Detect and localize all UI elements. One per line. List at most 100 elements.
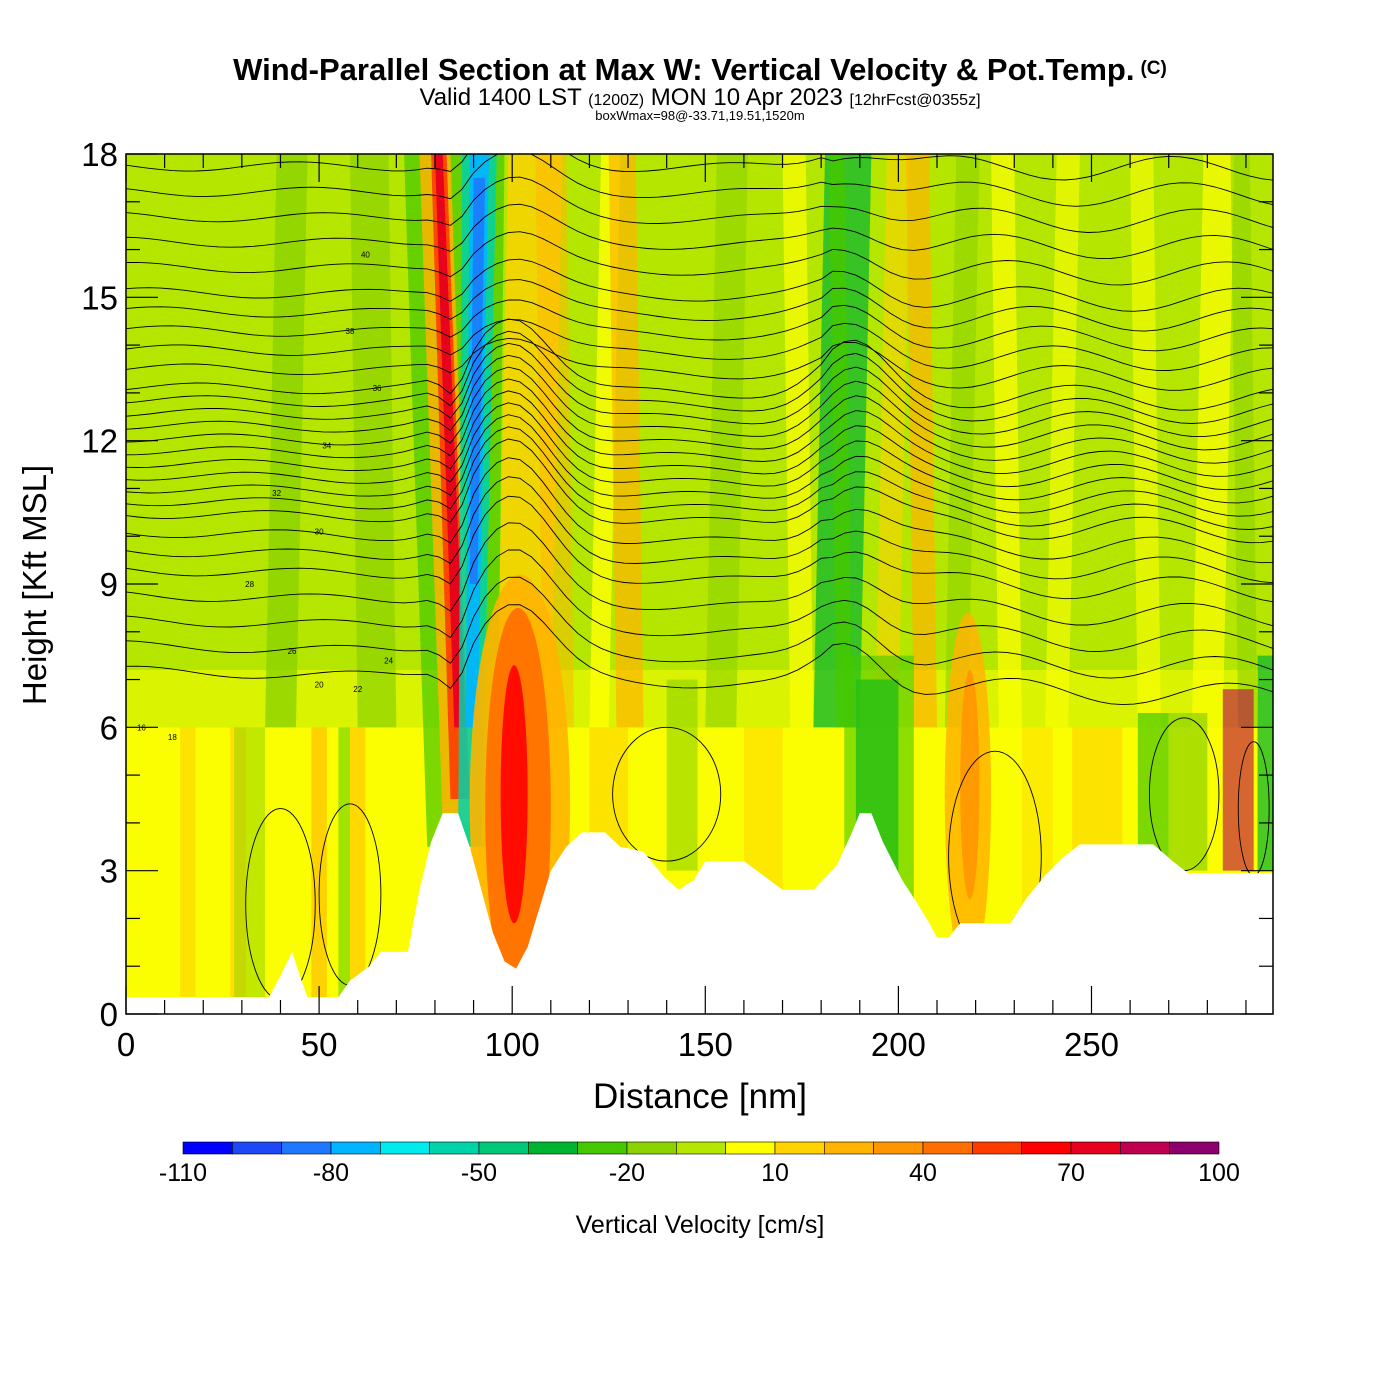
x-tick-label: 200 xyxy=(871,1026,926,1063)
theta-contour xyxy=(126,354,1273,451)
lower-stripe xyxy=(180,727,196,1014)
contour-label: 26 xyxy=(288,647,297,656)
green-mid xyxy=(666,679,698,871)
colorbar-segment xyxy=(528,1141,578,1155)
contour-label: 36 xyxy=(373,384,382,393)
colorbar-tick-label: -110 xyxy=(159,1159,207,1187)
colorbar-segment xyxy=(577,1141,628,1155)
upper-stripe xyxy=(705,154,748,728)
colorbar-segment xyxy=(232,1141,282,1155)
lower-stripe xyxy=(338,727,350,1014)
theta-contour xyxy=(126,495,1273,603)
contour-label: 38 xyxy=(346,327,355,336)
upper-stripe xyxy=(906,154,938,728)
x-axis: 0 50 100 150 200 250 xyxy=(117,154,1247,1063)
colorbar-segment xyxy=(281,1141,332,1155)
colorbar-label: Vertical Velocity [cm/s] xyxy=(576,1211,825,1239)
colorbar-segment xyxy=(1120,1141,1170,1155)
theta-contour xyxy=(126,426,1273,530)
contour-label: 20 xyxy=(315,680,324,689)
contour-label: 30 xyxy=(315,527,324,536)
contour-label: 24 xyxy=(384,656,393,665)
colorbar-tick-label: 70 xyxy=(1057,1159,1085,1187)
colorbar-segment xyxy=(824,1141,874,1155)
valid-time: Valid 1400 LST xyxy=(419,84,582,111)
theta-contour xyxy=(126,522,1273,627)
colorbar-segment xyxy=(330,1141,381,1155)
right-green xyxy=(1137,713,1169,871)
colorbar: -110 -80 -50 -20 10 40 70 100 xyxy=(159,1141,1240,1187)
y-axis-label: Height [Kft MSL] xyxy=(16,465,53,705)
upper-stripe xyxy=(1191,154,1235,728)
lower-stripe xyxy=(234,727,266,1014)
y-tick-label: 0 xyxy=(100,996,118,1033)
upper-stripe xyxy=(991,154,1022,728)
x-tick-label: 50 xyxy=(301,1026,338,1063)
colorbar-tick-label: -20 xyxy=(609,1159,645,1187)
theta-contour xyxy=(126,576,1273,679)
x-axis-label: Distance [nm] xyxy=(593,1077,807,1116)
valid-date: MON 10 Apr 2023 xyxy=(650,84,843,111)
colorbar-segment xyxy=(676,1141,726,1155)
chart-title-text: Wind-Parallel Section at Max W: Vertical… xyxy=(233,52,1135,87)
terrain-mask xyxy=(126,813,1273,1014)
colorbar-segment xyxy=(380,1141,430,1155)
right-magenta xyxy=(1222,689,1254,871)
colorbar-tick-label: -50 xyxy=(461,1159,497,1187)
theta-contour xyxy=(126,231,1273,286)
theta-contour xyxy=(126,414,1273,517)
theta-contour xyxy=(126,337,1273,391)
theta-contour xyxy=(126,330,1273,424)
theta-contour xyxy=(126,318,1273,411)
theta-contour xyxy=(126,390,1273,491)
contour-label: 28 xyxy=(245,580,254,589)
y-tick-label: 15 xyxy=(81,279,118,316)
right-green-2 xyxy=(1168,713,1208,871)
colorbar-tick-label: 100 xyxy=(1198,1159,1240,1187)
copyright-mark: (C) xyxy=(1140,58,1167,79)
transition-band xyxy=(126,670,1273,728)
theta-contour xyxy=(126,366,1273,464)
colorbar-segment xyxy=(725,1141,776,1155)
upper-stripe xyxy=(875,154,910,728)
y-tick-label: 18 xyxy=(81,136,118,173)
upper-stripe xyxy=(349,154,397,728)
secondary-updraft-core xyxy=(960,670,980,900)
contour-label: 40 xyxy=(361,250,370,259)
x-tick-label: 0 xyxy=(117,1026,135,1063)
lower-stripe xyxy=(349,727,366,1014)
theta-contour xyxy=(126,203,1273,260)
contour-label: 32 xyxy=(272,489,281,498)
contour-label: 22 xyxy=(353,685,362,694)
upper-stripe xyxy=(1130,154,1162,728)
theta-contour xyxy=(126,457,1273,564)
low-level-contour xyxy=(612,726,722,862)
theta-contour xyxy=(126,154,1273,181)
theta-contour xyxy=(126,258,1273,312)
colorbar-tick-label: 10 xyxy=(761,1159,789,1187)
y-tick-label: 6 xyxy=(100,709,118,746)
contour-label: 34 xyxy=(322,441,331,450)
upper-stripe xyxy=(828,154,853,728)
contour-label: 18 xyxy=(168,733,177,742)
theta-contour xyxy=(126,549,1273,653)
theta-contour xyxy=(126,438,1273,544)
chart-title: Wind-Parallel Section at Max W: Vertical… xyxy=(0,52,1400,88)
forecast-info: [12hrFcst@0355z] xyxy=(849,92,981,109)
colorbar-segment xyxy=(1070,1141,1121,1155)
y-tick-label: 12 xyxy=(81,423,118,460)
theta-contour xyxy=(126,154,1273,207)
y-tick-label: 3 xyxy=(100,853,118,890)
colorbar-segment xyxy=(1169,1141,1220,1155)
colorbar-segment xyxy=(774,1141,825,1155)
theta-contour xyxy=(126,342,1273,438)
theta-contour xyxy=(126,476,1273,584)
box-wmax-info: boxWmax=98@-33.71,19.51,1520m xyxy=(595,108,805,123)
x-tick-label: 250 xyxy=(1064,1026,1119,1063)
utc-time: (1200Z) xyxy=(588,92,645,109)
upper-stripe xyxy=(535,154,574,728)
